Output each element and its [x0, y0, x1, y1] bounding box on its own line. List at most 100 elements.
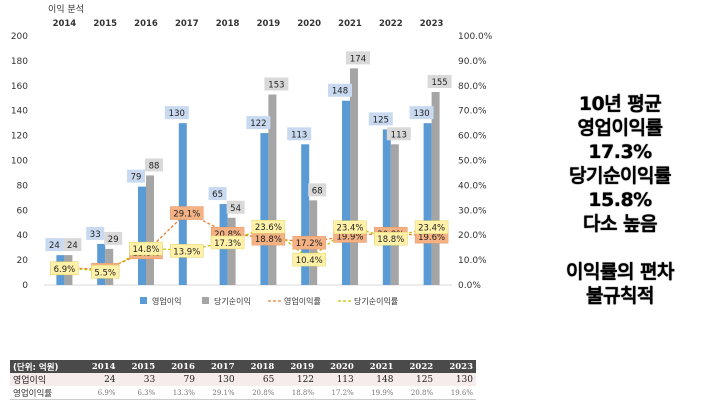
y-tick-label-left: 80: [17, 181, 29, 191]
table-header-cell: 2022: [396, 360, 437, 373]
table-cell: 113: [317, 373, 357, 386]
bar-value-box: [127, 169, 145, 183]
summary-line: 15.8%: [588, 189, 652, 211]
line-value-label: 10.4%: [296, 256, 323, 266]
line-value-box: [210, 235, 245, 250]
bar-value-box: [63, 238, 82, 252]
summary-line: 영업이익률: [577, 117, 663, 139]
bar-value-label: 68: [312, 186, 323, 196]
y-tick-label-right: 90.0%: [458, 57, 487, 67]
table-header-cell: 2021: [356, 360, 397, 373]
bar-value-label: 174: [350, 54, 366, 64]
bar-net-profit: [268, 94, 277, 285]
bar-value-box: [287, 127, 312, 141]
table-cell: 79: [158, 373, 198, 386]
table-cell: 20.8%: [237, 386, 278, 400]
line-value-label: 23.4%: [418, 224, 445, 234]
table-header-cell: 2016: [158, 360, 198, 373]
line-value-label: 19.9%: [336, 232, 363, 242]
line-value-label: 20.8%: [214, 230, 241, 240]
table-cell: 6.3%: [118, 386, 159, 400]
chart-title: 이익 분석: [48, 3, 84, 15]
y-tick-label-right: 80.0%: [458, 82, 487, 92]
line-value-box: [374, 231, 408, 246]
table-cell: 17.2%: [317, 386, 357, 400]
table-row: 영업이익률 6.9% 6.3% 13.3% 29.1% 20.8% 18.8% …: [10, 386, 476, 400]
line-value-label: 18.8%: [377, 235, 404, 245]
bar-value-box: [409, 106, 434, 120]
bar-net-profit: [350, 68, 358, 286]
bar-value-box: [368, 112, 393, 126]
table-header-cell: (단위: 억원): [10, 360, 79, 373]
x-tick-label: 2022: [379, 19, 403, 29]
line-value-label: 23.4%: [336, 224, 363, 234]
table-cell: 영업이익률: [10, 386, 79, 400]
bar-value-label: 88: [149, 161, 160, 171]
table-cell: 33: [118, 373, 159, 386]
x-tick-label: 2016: [134, 19, 158, 29]
bar-value-box: [386, 127, 411, 141]
bar-operating-profit: [138, 186, 146, 285]
summary-table: (단위: 억원) 2014 2015 2016 2017 2018 2019 2…: [10, 360, 476, 400]
legend-swatch: [140, 297, 147, 304]
bar-value-box: [246, 116, 271, 130]
y-tick-label-left: 60: [17, 206, 29, 216]
y-tick-label-left: 20: [17, 256, 29, 266]
table-header-cell: 2017: [197, 360, 238, 373]
line-value-box: [292, 252, 326, 267]
table-header-cell: 2014: [78, 360, 119, 373]
y-tick-label-left: 100: [11, 157, 28, 167]
bar-net-profit: [390, 144, 399, 285]
bar-value-box: [308, 183, 327, 197]
bar-value-box: [104, 231, 123, 245]
line-value-label: 17.3%: [214, 239, 241, 249]
bar-value-label: 113: [291, 130, 307, 140]
bar-value-label: 54: [230, 204, 241, 214]
table-header-cell: 2019: [277, 360, 318, 373]
bar-operating-profit: [178, 123, 187, 286]
legend-swatch: [202, 297, 209, 304]
x-tick-label: 2020: [297, 19, 321, 29]
y-tick-label-right: 0.0%: [458, 281, 481, 291]
bar-value-label: 24: [49, 241, 60, 251]
bar-operating-profit: [382, 129, 391, 285]
x-tick-label: 2019: [257, 19, 281, 29]
line-value-label: 14.8%: [132, 245, 159, 255]
bar-value-box: [208, 187, 227, 201]
line-value-label: 13.9%: [173, 247, 200, 257]
x-tick-label: 2017: [175, 19, 199, 29]
y-tick-label-right: 10.0%: [458, 256, 487, 266]
x-tick-label: 2023: [420, 19, 444, 29]
table-cell: 6.9%: [78, 386, 119, 400]
bar-value-box: [346, 51, 370, 65]
summary-line: 10년 평균: [578, 93, 662, 115]
x-tick-label: 2021: [338, 19, 362, 29]
x-tick-label: 2014: [53, 19, 77, 29]
bar-value-box: [427, 75, 452, 89]
y-tick-label-right: 40.0%: [458, 181, 487, 191]
table-cell: 65: [237, 373, 278, 386]
table-header-cell: 2023: [436, 360, 476, 373]
legend-label: 당기순이익률: [354, 296, 398, 306]
line-value-label: 6.9%: [54, 265, 76, 275]
line-value-box: [129, 241, 163, 256]
line-value-label: 17.2%: [296, 239, 323, 249]
bar-value-label: 24: [67, 241, 78, 251]
summary-line: [520, 236, 720, 260]
table-cell: 29.1%: [197, 386, 238, 400]
x-tick-label: 2018: [216, 19, 240, 29]
x-tick-label: 2015: [93, 19, 117, 29]
table-cell: 20.8%: [396, 386, 437, 400]
bar-operating-profit: [423, 123, 432, 286]
bar-value-box: [328, 83, 352, 97]
y-tick-label-right: 60.0%: [458, 132, 487, 142]
bar-value-box: [45, 238, 64, 252]
line-operating-margin: [64, 211, 432, 270]
line-value-label: 18.8%: [255, 235, 282, 245]
bar-value-box: [226, 200, 245, 214]
table-header-cell: 2015: [118, 360, 159, 373]
table-cell: 19.6%: [436, 386, 476, 400]
bar-net-profit: [431, 92, 440, 286]
bar-value-box: [264, 77, 289, 91]
bar-value-label: 153: [268, 81, 284, 91]
